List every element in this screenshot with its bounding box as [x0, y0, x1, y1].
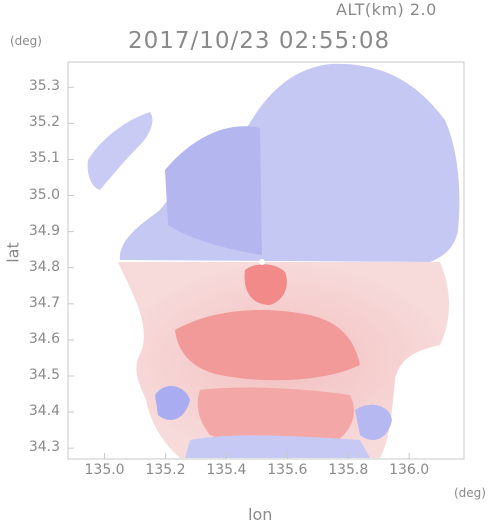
y-tick-label: 34.5	[28, 366, 60, 383]
echo-south-blue-fringe	[185, 435, 370, 458]
radar-center-marker	[259, 259, 265, 265]
plot-frame	[67, 61, 465, 460]
echo-core-red	[244, 264, 287, 305]
x-axis-label: lon	[248, 505, 273, 524]
y-tick-label: 34.6	[28, 330, 60, 347]
y-tick-label: 34.4	[28, 403, 60, 420]
x-tick-label: 135.6	[267, 462, 308, 478]
x-tick-label: 135.4	[206, 462, 247, 478]
y-axis-label: lat	[3, 242, 23, 263]
y-tick-label: 34.8	[28, 258, 60, 275]
altitude-label: ALT(km) 2.0	[336, 0, 437, 19]
echo-south-blue-patch	[155, 385, 190, 420]
echo-south-red-band	[175, 310, 360, 381]
x-unit-label: (deg)	[454, 486, 486, 500]
x-tick-label: 136.0	[389, 462, 430, 478]
y-tick-label: 35.2	[28, 114, 60, 131]
timestamp-title: 2017/10/23 02:55:08	[128, 28, 391, 54]
x-tick-label: 135.2	[145, 462, 186, 478]
y-tick-label: 35.0	[28, 186, 60, 203]
echo-northwest-band	[165, 126, 262, 255]
y-tick-label: 35.3	[28, 78, 60, 95]
echo-south-blue-patch-2	[355, 404, 392, 440]
echo-south-red-band-2	[197, 387, 354, 448]
x-tick-label: 135.8	[328, 462, 369, 478]
axis-ticks	[68, 86, 410, 459]
y-tick-label: 34.3	[28, 439, 60, 456]
x-tick-label: 135.0	[84, 462, 125, 478]
y-tick-label: 35.1	[28, 150, 60, 167]
y-unit-label: (deg)	[10, 34, 42, 48]
echo-northwest-patch	[87, 112, 153, 190]
echo-north	[119, 63, 460, 262]
y-tick-label: 34.9	[28, 222, 60, 239]
y-tick-label: 34.7	[28, 294, 60, 311]
